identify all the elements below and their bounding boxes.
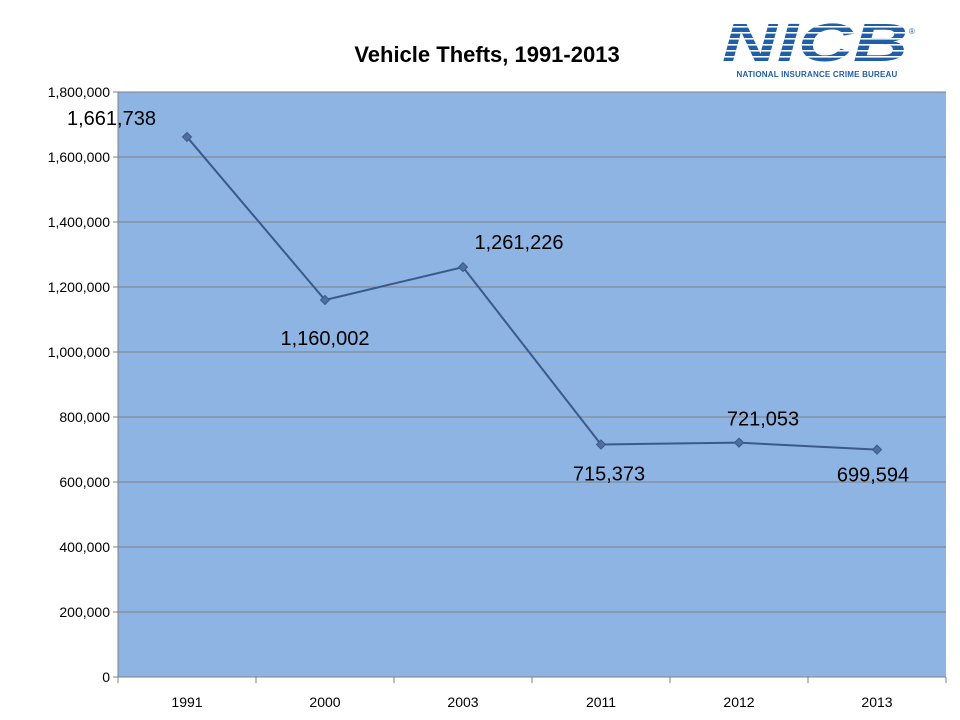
data-label-2000: 1,160,002 [281,328,370,350]
data-markers [181,131,883,455]
nicb-wordmark-stripe [722,32,908,34]
y-tick-label: 1,800,000 [48,84,110,100]
data-label-2013: 699,594 [837,465,909,487]
data-point-marker-2012 [733,437,745,448]
y-tick-label: 0 [102,669,110,685]
data-label-2011: 715,373 [573,464,645,486]
data-label-2003: 1,261,226 [475,232,564,254]
series-vehicle-thefts [186,136,878,451]
x-axis-ticks: 1991 2000 2003 2011 2012 2013 [117,677,947,710]
nicb-wordmark-stripe [722,38,908,40]
nicb-wordmark-stripe [722,44,908,46]
data-point-marker-2003 [457,261,469,273]
registered-mark: ® [909,27,915,36]
gridlines [118,91,946,613]
y-tick-label: 1,600,000 [48,149,110,165]
y-tick-label: 200,000 [59,604,110,620]
nicb-wordmark-stripe [722,62,908,64]
y-axis-ticks: 0 200,000 400,000 600,000 800,000 1,000,000 1,… [48,84,118,685]
y-tick-label: 600,000 [59,474,110,490]
y-tick-label: 1,400,000 [48,214,110,230]
data-label-2012: 721,053 [727,409,799,431]
y-tick-label: 400,000 [59,539,110,555]
chart-title: Vehicle Thefts, 1991-2013 [354,42,619,67]
x-tick-label: 2000 [309,694,340,710]
data-label-1991: 1,661,738 [67,108,156,130]
data-labels: 1,661,738 1,160,002 1,261,226 715,373 721,05… [67,108,909,487]
data-point-marker-2011 [595,439,607,450]
x-tick-label: 2003 [447,694,478,710]
plot-area [118,92,946,677]
nicb-logo-stripes [722,22,908,64]
y-tick-label: 800,000 [59,409,110,425]
nicb-logo-tagline: NATIONAL INSURANCE CRIME BUREAU [736,70,897,79]
nicb-logo: ® NATIONAL INSURANCE CRIME BUREAU [722,22,915,79]
series-line [186,136,878,451]
data-point-marker-1991 [181,131,193,143]
x-tick-label: 2011 [586,694,616,710]
x-tick-label: 2013 [861,694,892,710]
x-tick-label: 2012 [723,694,754,710]
nicb-wordmark [722,22,908,64]
x-tick-label: 1991 [171,694,202,710]
nicb-wordmark-stripe [722,50,908,52]
nicb-wordmark-stripe [722,56,908,58]
y-tick-label: 1,200,000 [48,279,110,295]
y-tick-label: 1,000,000 [48,344,110,360]
data-point-marker-2000 [319,294,331,306]
data-point-marker-2013 [871,444,883,455]
nicb-wordmark-stripe [722,26,908,28]
